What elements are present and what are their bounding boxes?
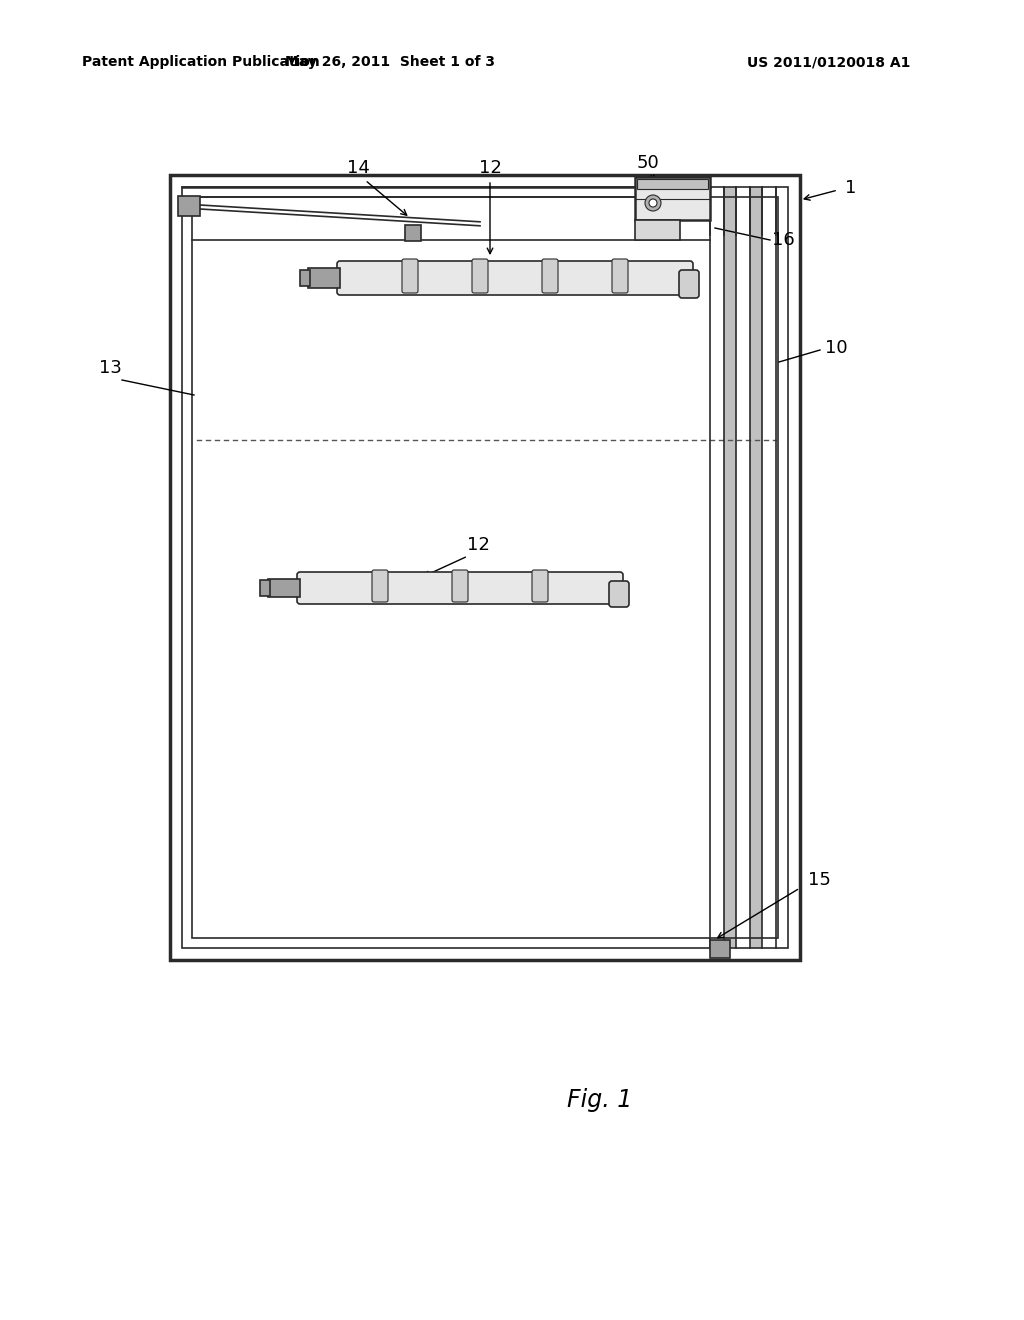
Bar <box>724 187 736 948</box>
Bar <box>193 197 778 939</box>
Text: Patent Application Publication: Patent Application Publication <box>82 55 319 69</box>
Bar <box>710 940 730 958</box>
Bar <box>308 268 340 288</box>
FancyBboxPatch shape <box>612 259 628 293</box>
Text: 50: 50 <box>637 154 659 172</box>
Bar <box>268 579 300 597</box>
FancyBboxPatch shape <box>542 259 558 293</box>
Bar <box>182 187 788 948</box>
Circle shape <box>649 199 657 207</box>
Text: 16: 16 <box>772 231 795 249</box>
FancyBboxPatch shape <box>472 259 488 293</box>
Text: US 2011/0120018 A1: US 2011/0120018 A1 <box>746 55 910 69</box>
FancyBboxPatch shape <box>609 581 629 607</box>
Text: May 26, 2011  Sheet 1 of 3: May 26, 2011 Sheet 1 of 3 <box>285 55 495 69</box>
Bar <box>750 187 762 948</box>
Text: Fig. 1: Fig. 1 <box>567 1088 633 1111</box>
Bar <box>406 224 421 242</box>
FancyBboxPatch shape <box>452 570 468 602</box>
Bar <box>635 220 680 240</box>
FancyBboxPatch shape <box>337 261 693 294</box>
Bar <box>178 195 200 216</box>
Bar <box>170 176 800 960</box>
FancyBboxPatch shape <box>372 570 388 602</box>
Text: 15: 15 <box>808 871 830 888</box>
Bar <box>300 271 310 286</box>
Text: 13: 13 <box>98 359 122 378</box>
Bar <box>635 177 710 220</box>
FancyBboxPatch shape <box>402 259 418 293</box>
Text: 10: 10 <box>825 339 848 356</box>
Bar <box>637 180 708 189</box>
Text: 14: 14 <box>346 158 370 177</box>
Text: 12: 12 <box>467 536 489 554</box>
FancyBboxPatch shape <box>532 570 548 602</box>
FancyBboxPatch shape <box>297 572 623 605</box>
Bar <box>260 579 270 597</box>
FancyBboxPatch shape <box>679 271 699 298</box>
Text: 12: 12 <box>478 158 502 177</box>
Text: 1: 1 <box>845 180 856 197</box>
Circle shape <box>645 195 662 211</box>
